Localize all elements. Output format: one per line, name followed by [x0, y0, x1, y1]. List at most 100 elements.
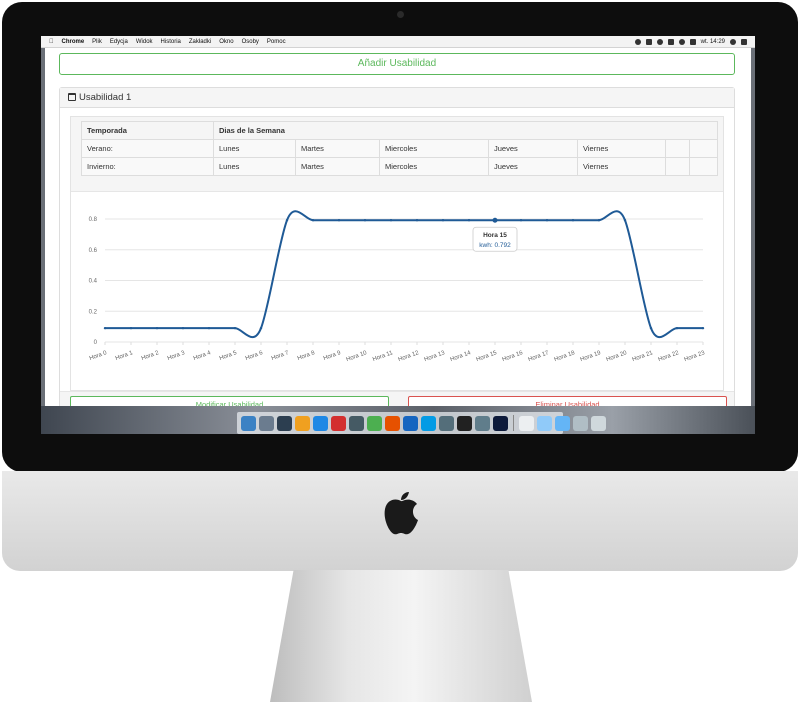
chrome-icon[interactable]: [367, 415, 382, 431]
x-tick-label: Hora 6: [245, 350, 265, 362]
menu-item-help[interactable]: Pomoc: [262, 39, 286, 45]
app-icon[interactable]: [313, 415, 328, 431]
add-usability-button[interactable]: Añadir Usabilidad: [59, 53, 735, 75]
schedule-section: Temporada Dias de la Semana Verano: Lune…: [71, 117, 723, 192]
tooltip-title: Hora 15: [483, 232, 507, 239]
day-cell: Miercoles: [379, 157, 489, 176]
bluetooth-icon[interactable]: [667, 39, 674, 45]
menu-item-file[interactable]: Plik: [87, 39, 102, 45]
app-icon[interactable]: [331, 415, 346, 431]
empty-cell: [665, 139, 690, 158]
search-icon[interactable]: [730, 39, 736, 45]
day-cell: Viernes: [577, 139, 666, 158]
modify-usability-button[interactable]: Modificar Usabilidad: [70, 396, 389, 406]
season-cell: Invierno:: [81, 157, 214, 176]
panel-heading: Usabilidad 1: [60, 88, 734, 108]
volume-icon[interactable]: [689, 39, 696, 45]
menu-app-name[interactable]: Chrome: [57, 39, 85, 45]
x-tick-label: Hora 9: [323, 350, 343, 362]
menu-item-edit[interactable]: Edycja: [105, 39, 128, 45]
folder-icon[interactable]: [537, 415, 552, 431]
app-icon[interactable]: [573, 415, 588, 431]
panel-title: Usabilidad 1: [79, 92, 132, 103]
skype-icon[interactable]: [421, 415, 436, 431]
app-icon[interactable]: [403, 415, 418, 431]
apple-menu-icon[interactable]: : [49, 36, 54, 48]
x-tick-label: Hora 3: [167, 350, 187, 362]
x-tick-label: Hora 22: [658, 350, 681, 363]
day-cell: Lunes: [213, 139, 296, 158]
data-point: [389, 219, 393, 222]
calendar-icon: [68, 93, 76, 101]
empty-cell: [689, 139, 718, 158]
tooltip-box: [472, 226, 518, 252]
data-point: [415, 219, 419, 222]
x-tick-label: Hora 23: [684, 350, 707, 363]
terminal-icon[interactable]: [457, 415, 472, 431]
day-cell: Martes: [295, 157, 380, 176]
x-tick-label: Hora 15: [476, 350, 499, 363]
data-point: [337, 219, 341, 222]
photoshop-icon[interactable]: [493, 415, 508, 431]
schedule-table: Temporada Dias de la Semana Verano: Lune…: [81, 121, 718, 176]
camera-status-icon[interactable]: [645, 39, 652, 45]
data-point: [181, 326, 185, 330]
tooltip-value: kwh: 0.792: [479, 242, 511, 249]
day-cell: Viernes: [577, 157, 666, 176]
menu-item-window[interactable]: Okno: [214, 39, 233, 45]
menu-item-history[interactable]: Historia: [156, 39, 181, 45]
empty-cell: [689, 157, 718, 176]
menubar-clock[interactable]: wt. 14:29: [700, 39, 725, 45]
menu-item-people[interactable]: Osoby: [237, 39, 259, 45]
data-point: [701, 326, 705, 330]
table-row: Invierno: Lunes Martes Miercoles Jueves …: [81, 157, 718, 176]
day-cell: Miercoles: [379, 139, 489, 158]
finder-icon[interactable]: [241, 415, 256, 431]
y-tick-label: 0.4: [89, 279, 98, 285]
x-tick-label: Hora 14: [450, 350, 473, 363]
x-tick-label: Hora 4: [193, 350, 213, 362]
trash-icon[interactable]: [591, 415, 606, 431]
sync-icon[interactable]: [656, 39, 663, 45]
x-tick-label: Hora 8: [297, 350, 317, 362]
day-cell: Jueves: [488, 139, 578, 158]
document-icon[interactable]: [519, 415, 534, 431]
menu-item-view[interactable]: Widok: [131, 39, 153, 45]
y-tick-label: 0.2: [89, 309, 98, 315]
screen:  Chrome Plik Edycja Widok Historia Zakł…: [41, 36, 755, 434]
x-tick-label: Hora 13: [424, 350, 447, 363]
folder-icon[interactable]: [555, 415, 570, 431]
status-icon[interactable]: [634, 39, 641, 45]
x-tick-label: Hora 2: [141, 350, 161, 362]
x-tick-label: Hora 18: [554, 350, 577, 363]
usability-panel: Usabilidad 1 Temporada Dias de la Semana…: [59, 87, 735, 406]
wifi-icon[interactable]: [678, 39, 685, 45]
app-icon[interactable]: [277, 415, 292, 431]
app-icon[interactable]: [475, 415, 490, 431]
y-tick-label: 0: [94, 340, 98, 346]
table-row: Verano: Lunes Martes Miercoles Jueves Vi…: [81, 139, 718, 158]
imac-stand: [270, 570, 532, 702]
app-icon[interactable]: [439, 415, 454, 431]
x-tick-label: Hora 7: [271, 350, 291, 362]
launchpad-icon[interactable]: [259, 415, 274, 431]
camera: [397, 11, 404, 18]
x-tick-label: Hora 5: [219, 350, 239, 362]
data-point: [155, 326, 159, 330]
menu-list-icon[interactable]: [741, 39, 747, 45]
x-tick-label: Hora 0: [89, 350, 109, 362]
panel-footer: Modificar Usabilidad Eliminar Usabilidad: [60, 391, 734, 406]
data-point: [129, 326, 133, 330]
delete-usability-button[interactable]: Eliminar Usabilidad: [408, 396, 727, 406]
day-cell: Lunes: [213, 157, 296, 176]
app-icon[interactable]: [349, 415, 364, 431]
data-point: [207, 326, 211, 330]
firefox-icon[interactable]: [385, 415, 400, 431]
usability-detail: Temporada Dias de la Semana Verano: Lune…: [70, 116, 724, 391]
x-tick-label: Hora 1: [115, 350, 135, 362]
x-tick-label: Hora 10: [346, 350, 369, 363]
x-tick-label: Hora 19: [580, 350, 603, 363]
app-icon[interactable]: [295, 415, 310, 431]
menu-item-bookmarks[interactable]: Zakładki: [184, 39, 211, 45]
